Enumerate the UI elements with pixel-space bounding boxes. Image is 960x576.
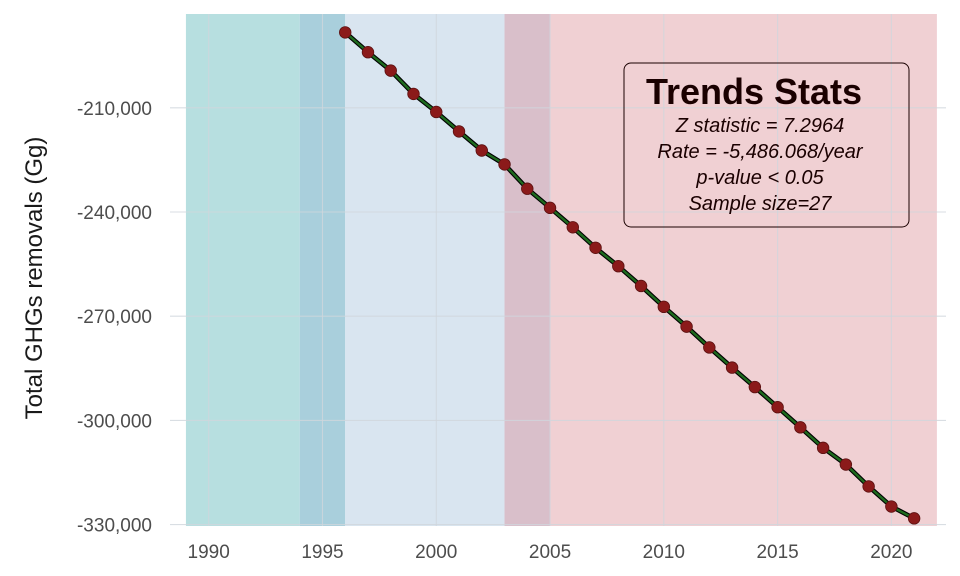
data-point [725, 361, 739, 374]
data-point [794, 421, 807, 434]
x-tick-label: 2000 [415, 542, 457, 563]
data-point [885, 500, 898, 513]
x-tick-label: 2010 [643, 542, 685, 563]
x-tick-label: 2020 [870, 542, 912, 563]
data-point [430, 105, 443, 119]
gridlines [170, 14, 946, 526]
shaded-period-1 [185, 14, 300, 526]
stats-title: Trends Stats [646, 71, 862, 112]
data-point [612, 259, 625, 273]
y-tick-label: -270,000 [77, 307, 152, 328]
data-point [384, 64, 397, 77]
data-point [407, 87, 420, 101]
shaded-period-4 [504, 14, 551, 526]
data-point [680, 320, 693, 333]
data-point [771, 401, 784, 414]
stats-rate: Rate = -5,486.068/year [657, 141, 863, 163]
stats-box-border [623, 62, 910, 228]
data-point [907, 512, 921, 525]
stats-p-value: p-value < 0.05 [695, 167, 824, 189]
x-tick-label: 1990 [188, 542, 230, 563]
y-tick-label: -330,000 [77, 516, 152, 537]
data-point [748, 380, 762, 394]
y-axis-ticks: -210,000 -240,000 -270,000 -300,000 -330,000 [77, 99, 152, 537]
data-point [816, 441, 830, 455]
data-point [498, 158, 511, 171]
y-axis-title: Total GHGs removals (Gg) [21, 137, 48, 420]
data-point [634, 279, 648, 293]
data-point [839, 458, 853, 471]
stats-z-statistic: Z statistic = 7.2964 [675, 115, 844, 137]
data-point [703, 341, 716, 354]
x-tick-label: 2015 [756, 542, 798, 563]
stats-sample-size: Sample size=27 [689, 193, 833, 215]
shaded-period-3 [345, 14, 505, 526]
data-point [521, 182, 534, 195]
data-point [589, 241, 602, 254]
series-layer [339, 26, 921, 525]
trends-stats-box: Trends Stats Z statistic = 7.2964 Rate =… [623, 62, 910, 228]
data-point [452, 125, 466, 138]
data-point [475, 144, 488, 157]
data-point [862, 480, 875, 493]
y-tick-label: -240,000 [77, 203, 152, 224]
x-tick-label: 1995 [301, 542, 343, 563]
data-point [657, 300, 671, 314]
data-point [339, 26, 352, 39]
x-tick-label: 2005 [529, 542, 571, 563]
data-point [361, 46, 375, 59]
data-point [566, 221, 579, 234]
y-tick-label: -210,000 [77, 99, 152, 120]
x-axis-ticks: 1990 1995 2000 2005 2010 2015 2020 [188, 542, 913, 563]
y-tick-label: -300,000 [77, 411, 152, 432]
data-point [543, 201, 557, 215]
